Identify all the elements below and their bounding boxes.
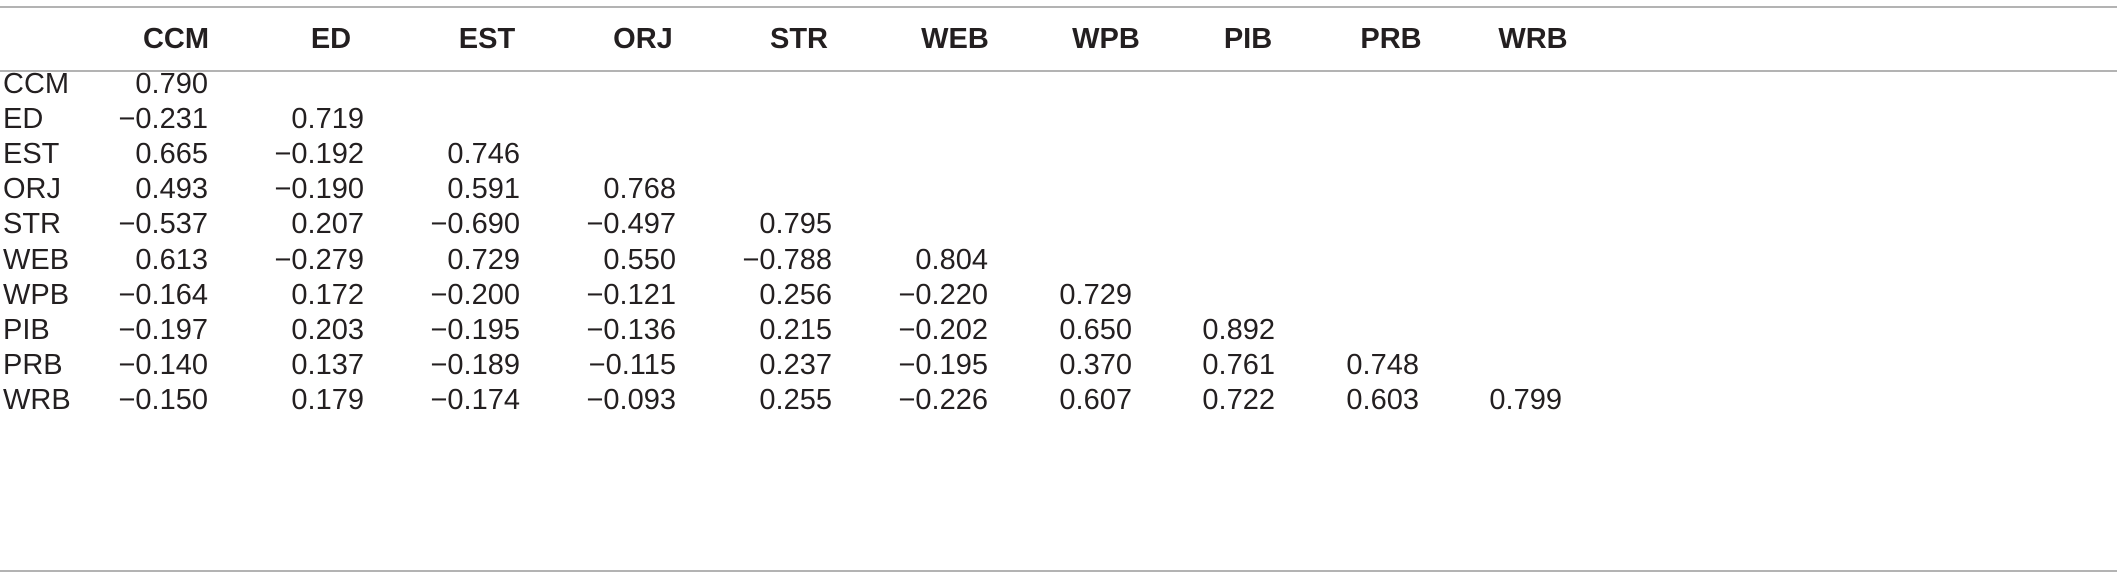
table-cell-wpb-orj: −0.121 (586, 278, 676, 311)
table-cell-wrb-pib: 0.722 (1202, 383, 1275, 416)
row-label-pib: PIB (3, 313, 50, 346)
table-cell-wrb-wpb: 0.607 (1059, 383, 1132, 416)
table-cell-orj-est: 0.591 (447, 173, 520, 206)
table-cell-pib-ccm: −0.197 (118, 313, 208, 346)
table-cell-prb-web: −0.195 (898, 348, 988, 381)
table-cell-ed-ed: 0.719 (291, 103, 364, 136)
table-cell-web-orj: 0.550 (603, 243, 676, 276)
table-cell-wrb-prb: 0.603 (1346, 383, 1419, 416)
column-header-ed: ED (310, 23, 352, 55)
table-cell-str-ed: 0.207 (291, 208, 364, 241)
table-cell-prb-ccm: −0.140 (118, 348, 208, 381)
row-label-orj: ORJ (3, 173, 61, 206)
row-label-wpb: WPB (3, 278, 70, 311)
table-cell-wpb-web: −0.220 (898, 278, 988, 311)
table-cell-pib-str: 0.215 (759, 313, 832, 346)
table-cell-prb-est: −0.189 (430, 348, 520, 381)
column-header-ccm: CCM (142, 23, 210, 55)
table-cell-str-ccm: −0.537 (118, 208, 208, 241)
row-label-ed: ED (3, 103, 44, 136)
table-cell-str-orj: −0.497 (586, 208, 676, 241)
row-label-ccm: CCM (3, 68, 70, 100)
table-cell-web-ed: −0.279 (274, 243, 364, 276)
column-header-orj: ORJ (613, 23, 673, 55)
table-bottom-rule (0, 570, 2117, 572)
table-cell-prb-prb: 0.748 (1346, 348, 1419, 381)
table-cell-prb-pib: 0.761 (1202, 348, 1275, 381)
table-cell-pib-ed: 0.203 (291, 313, 364, 346)
table-cell-wrb-web: −0.226 (898, 383, 988, 416)
table-cell-prb-ed: 0.137 (291, 348, 364, 381)
table-cell-wrb-orj: −0.093 (586, 383, 676, 416)
table-cell-web-ccm: 0.613 (135, 243, 208, 276)
table-cell-web-web: 0.804 (915, 243, 988, 276)
table-cell-wrb-str: 0.255 (759, 383, 832, 416)
table-cell-ed-ccm: −0.231 (118, 103, 208, 136)
table-cell-pib-orj: −0.136 (586, 313, 676, 346)
table-top-rule (0, 6, 2117, 8)
column-header-pib: PIB (1223, 23, 1273, 55)
table-cell-est-ccm: 0.665 (135, 138, 208, 171)
table-cell-wrb-ccm: −0.150 (118, 383, 208, 416)
table-cell-web-est: 0.729 (447, 243, 520, 276)
table-cell-wrb-ed: 0.179 (291, 383, 364, 416)
table-cell-wpb-wpb: 0.729 (1059, 278, 1132, 311)
table-cell-orj-orj: 0.768 (603, 173, 676, 206)
row-label-wrb: WRB (3, 383, 71, 416)
table-cell-pib-wpb: 0.650 (1059, 313, 1132, 346)
table-cell-orj-ed: −0.190 (274, 173, 364, 206)
column-header-prb: PRB (1360, 23, 1422, 55)
table-cell-str-str: 0.795 (759, 208, 832, 241)
table-cell-web-str: −0.788 (742, 243, 832, 276)
table-cell-wpb-est: −0.200 (430, 278, 520, 311)
row-label-est: EST (3, 138, 60, 171)
table-cell-orj-ccm: 0.493 (135, 173, 208, 206)
table-cell-wrb-wrb: 0.799 (1489, 383, 1562, 416)
table-cell-wpb-ccm: −0.164 (118, 278, 208, 311)
row-label-str: STR (3, 208, 61, 241)
column-header-wrb: WRB (1498, 23, 1568, 55)
column-header-wpb: WPB (1072, 23, 1140, 55)
table-cell-prb-orj: −0.115 (588, 348, 676, 381)
table-header-rule (0, 70, 2117, 72)
table-cell-est-ed: −0.192 (274, 138, 364, 171)
row-label-prb: PRB (3, 348, 63, 381)
column-header-est: EST (458, 23, 516, 55)
table-cell-wpb-ed: 0.172 (291, 278, 364, 311)
column-header-str: STR (770, 23, 828, 55)
table-cell-pib-pib: 0.892 (1202, 313, 1275, 346)
row-label-web: WEB (3, 243, 70, 276)
column-header-web: WEB (921, 23, 989, 55)
table-cell-pib-est: −0.195 (430, 313, 520, 346)
table-cell-wrb-est: −0.174 (430, 383, 520, 416)
table-cell-ccm-ccm: 0.790 (135, 68, 208, 100)
table-cell-wpb-str: 0.256 (759, 278, 832, 311)
table-cell-est-est: 0.746 (447, 138, 520, 171)
table-cell-prb-str: 0.237 (759, 348, 832, 381)
table-cell-prb-wpb: 0.370 (1059, 348, 1132, 381)
table-cell-pib-web: −0.202 (898, 313, 988, 346)
table-cell-str-est: −0.690 (430, 208, 520, 241)
